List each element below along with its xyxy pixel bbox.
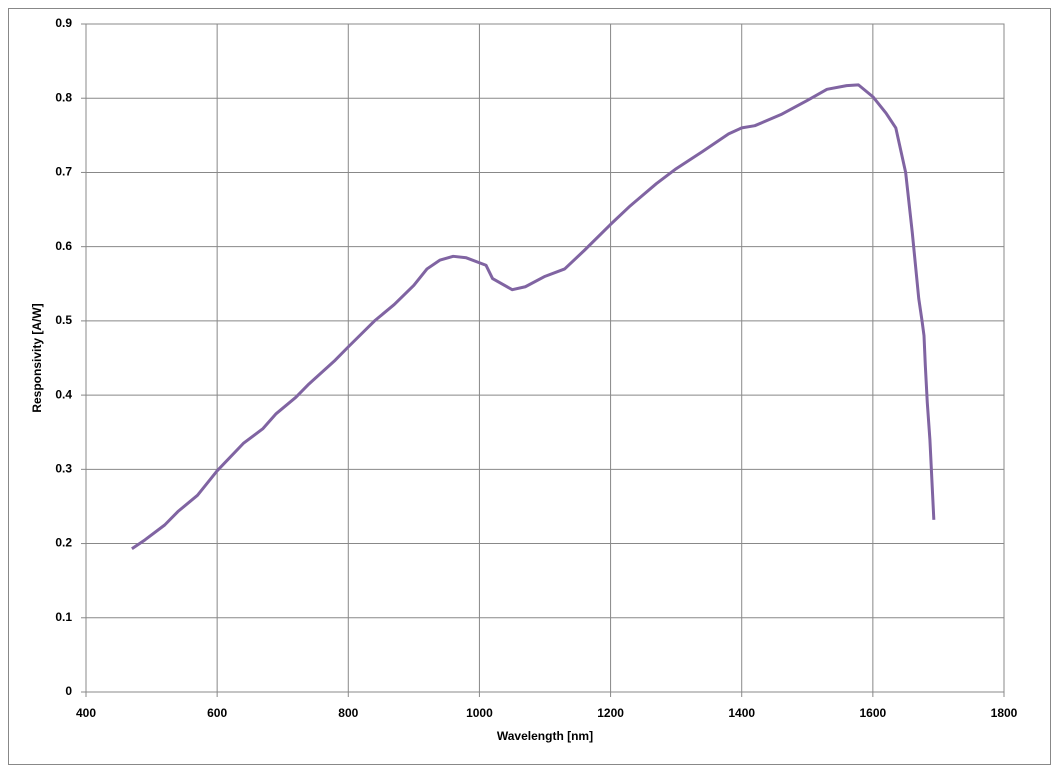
y-tick-label: 0.6 (55, 239, 72, 253)
x-tick-label: 1200 (597, 706, 624, 720)
x-axis-label: Wavelength [nm] (497, 729, 593, 743)
x-tick-label: 1600 (860, 706, 887, 720)
y-tick-label: 0.9 (55, 16, 72, 30)
x-tick-label: 400 (76, 706, 96, 720)
y-tick-label: 0 (65, 684, 72, 698)
y-tick-label: 0.7 (55, 165, 72, 179)
y-axis-label: Responsivity [A/W] (30, 303, 44, 412)
y-tick-label: 0.8 (55, 90, 72, 104)
x-tick-label: 600 (207, 706, 227, 720)
y-tick-label: 0.4 (55, 387, 72, 401)
y-tick-label: 0.5 (55, 313, 72, 327)
x-tick-label: 1400 (728, 706, 755, 720)
x-tick-label: 1800 (991, 706, 1018, 720)
plot-frame (85, 23, 1005, 693)
x-tick-label: 800 (338, 706, 358, 720)
x-tick-label: 1000 (466, 706, 493, 720)
data-line (131, 83, 936, 550)
chart-border (8, 8, 1051, 765)
y-tick-label: 0.1 (55, 610, 72, 624)
y-tick-label: 0.2 (55, 536, 72, 550)
y-tick-label: 0.3 (55, 462, 72, 476)
